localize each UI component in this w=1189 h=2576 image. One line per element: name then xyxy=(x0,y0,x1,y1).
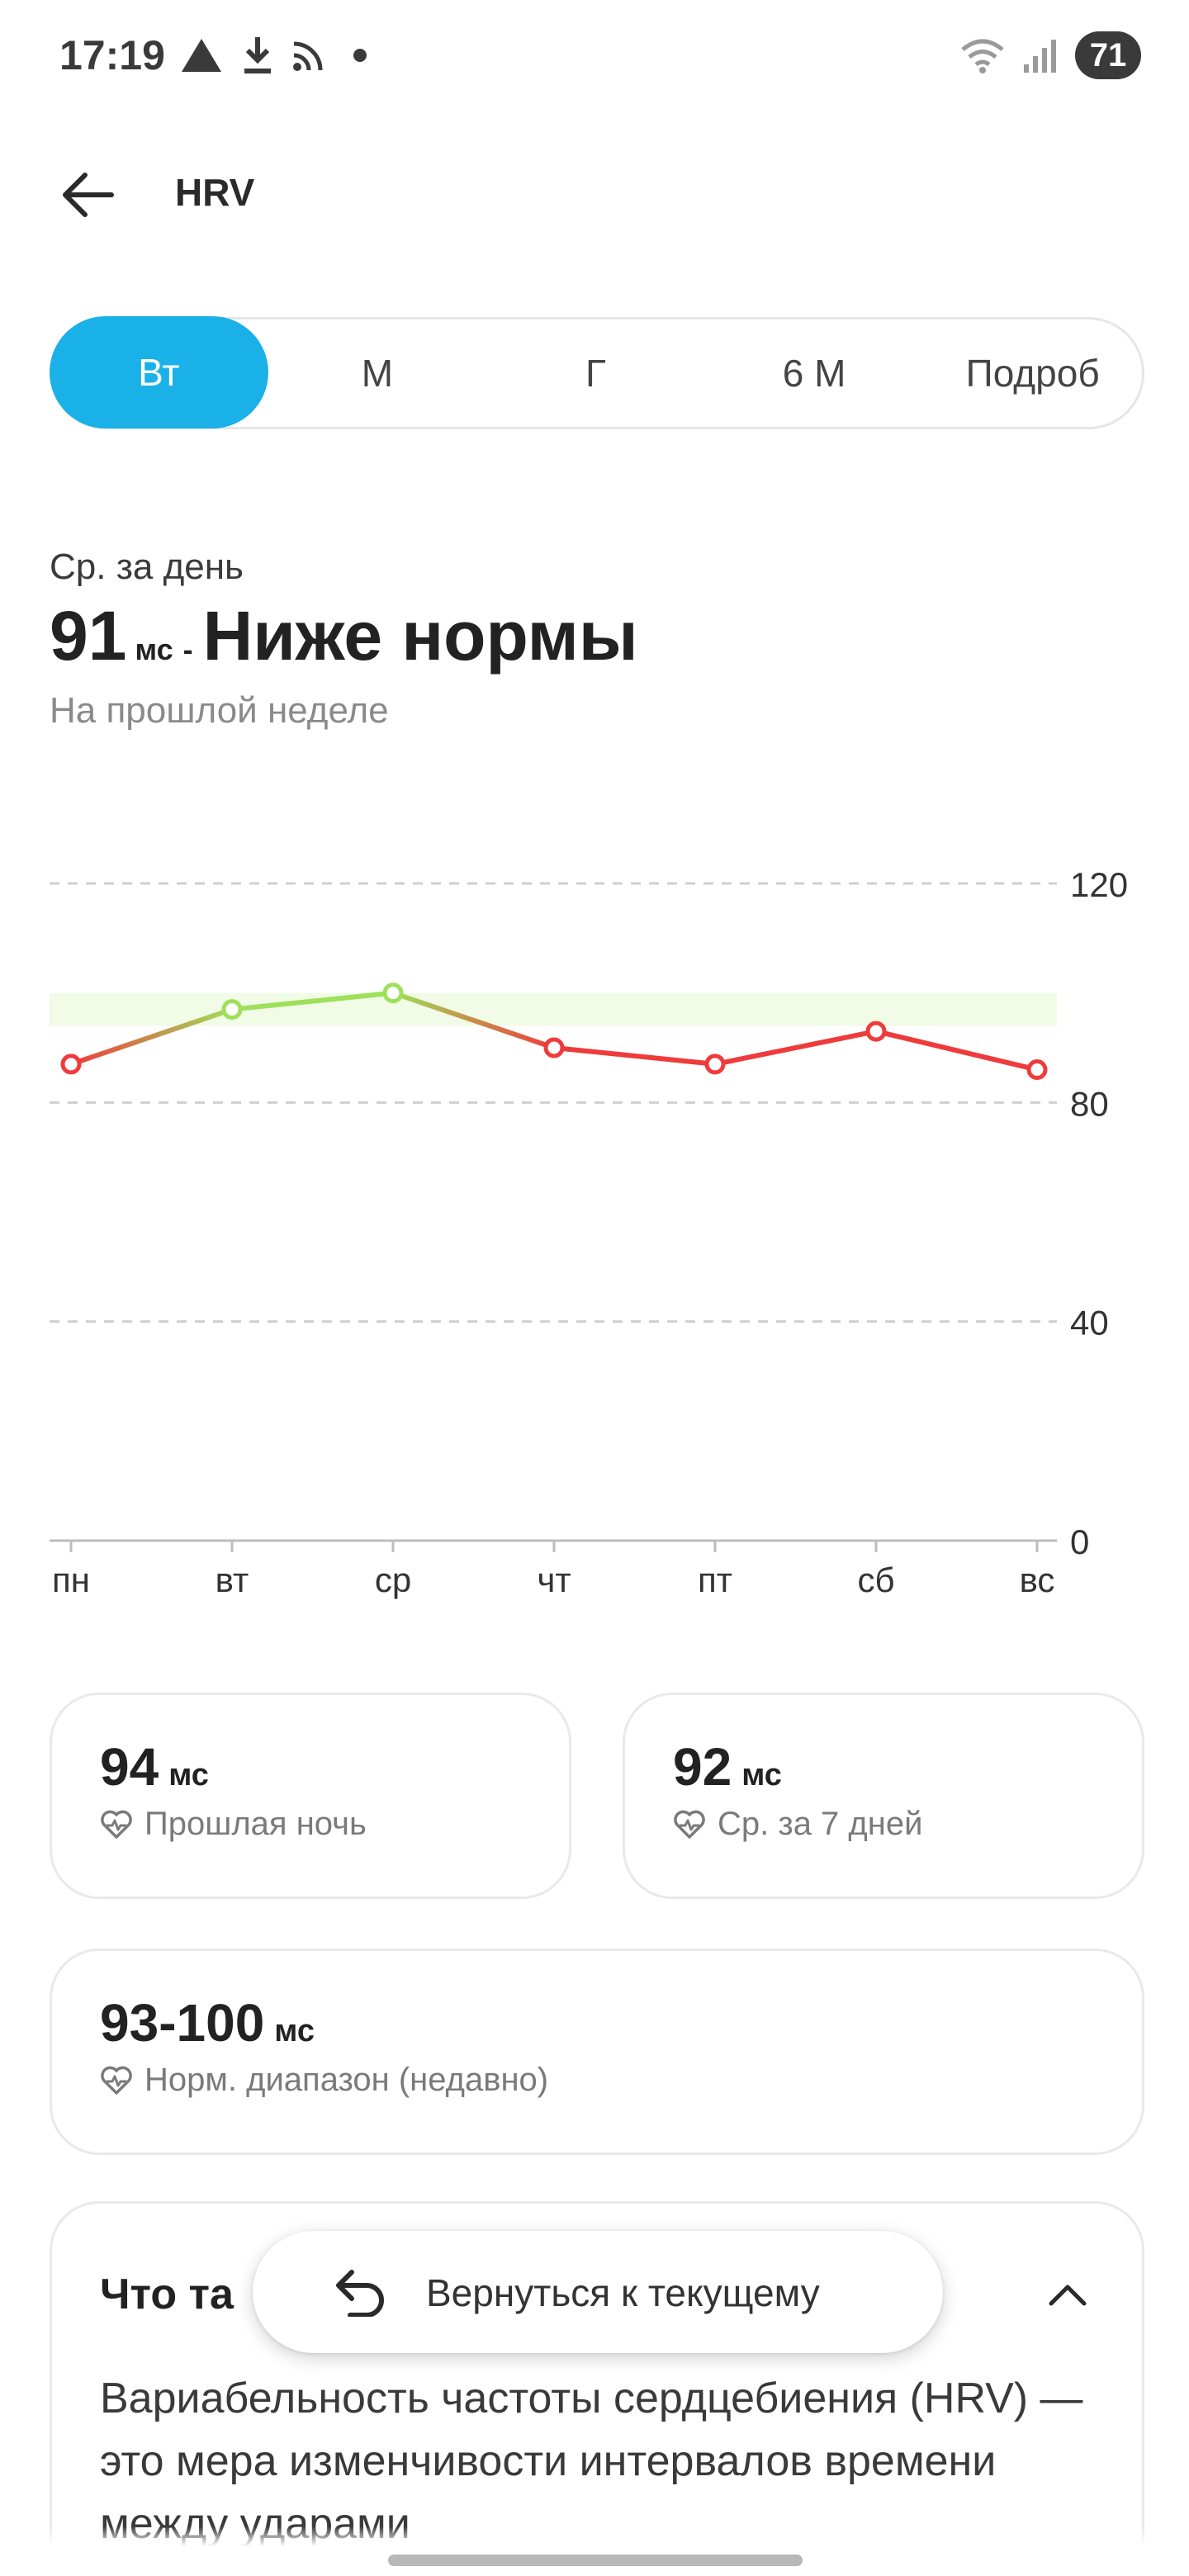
tab-week[interactable]: Вт xyxy=(50,315,268,429)
collapse-button[interactable] xyxy=(1043,2270,1092,2319)
tab-year[interactable]: Г xyxy=(585,352,606,395)
signal-icon xyxy=(1024,40,1056,73)
summary-status: Ниже нормы xyxy=(202,597,638,675)
y-tick-label: 40 xyxy=(1070,1304,1109,1342)
page-title: HRV xyxy=(175,171,255,214)
undo-icon xyxy=(336,2270,384,2317)
series-line-segment xyxy=(552,1045,718,1067)
data-point xyxy=(1026,1059,1048,1081)
heart-pulse-icon xyxy=(101,1810,132,1839)
tab-6-months[interactable]: 6 М xyxy=(782,352,846,395)
x-tick-label: чт xyxy=(537,1560,571,1599)
data-point xyxy=(865,1020,887,1042)
series-line-segment xyxy=(69,1006,234,1067)
data-point xyxy=(60,1054,82,1075)
cast-icon xyxy=(293,41,323,71)
stat-card-normal-range[interactable]: 93-100 мс Норм. диапазон (недавно) xyxy=(50,1949,1144,2155)
data-point xyxy=(704,1054,726,1075)
period-tabs: Вт М Г 6 М Подроб xyxy=(50,315,1144,429)
stat-card-last-night[interactable]: 94 мс Прошлая ночь xyxy=(50,1693,571,1899)
dot-icon xyxy=(353,49,367,62)
y-tick-label: 0 xyxy=(1070,1522,1089,1561)
info-title: Что та xyxy=(100,2271,234,2318)
return-button-label: Вернуться к текущему xyxy=(426,2271,820,2314)
summary-headline: 91 мс - Ниже нормы xyxy=(50,596,638,676)
data-point xyxy=(221,999,243,1020)
card-label: Норм. диапазон (недавно) xyxy=(144,2062,549,2098)
series-line-segment xyxy=(230,990,396,1012)
card-value: 92 xyxy=(673,1737,732,1797)
card-label: Прошлая ночь xyxy=(144,1806,367,1842)
card-value: 94 xyxy=(100,1737,159,1797)
x-tick-label: вс xyxy=(1020,1560,1055,1599)
nav-bar-area xyxy=(0,2526,1189,2576)
data-point xyxy=(382,983,404,1004)
summary-value: 91 xyxy=(50,597,127,675)
series-line-segment xyxy=(391,990,557,1050)
info-text: Вариабельность частоты сердцебиения (HRV… xyxy=(100,2375,1083,2548)
stat-card-7-day-avg[interactable]: 92 мс Ср. за 7 дней xyxy=(623,1693,1144,1899)
x-tick-label: сб xyxy=(857,1560,894,1599)
summary-label: Ср. за день xyxy=(50,547,244,587)
summary-separator: - xyxy=(182,632,193,666)
x-tick-label: пт xyxy=(698,1560,732,1599)
return-to-current-button[interactable]: Вернуться к текущему xyxy=(253,2231,943,2353)
x-tick-label: пн xyxy=(52,1560,90,1599)
heart-pulse-icon xyxy=(674,1810,705,1839)
card-unit: мс xyxy=(168,1758,209,1792)
y-tick-label: 120 xyxy=(1070,865,1128,904)
hrv-line-chart[interactable]: 120 80 40 0 пн вт ср чт пт сб вс xyxy=(0,826,1189,1635)
data-point xyxy=(543,1037,565,1058)
back-button[interactable] xyxy=(54,162,121,228)
tab-month[interactable]: М xyxy=(361,352,394,395)
x-tick-label: вт xyxy=(216,1560,249,1599)
download-icon xyxy=(244,37,271,73)
info-card-what-is-hrv: Что та Вариабельность частоты сердцебиен… xyxy=(50,2201,1144,2576)
chevron-up-icon xyxy=(1049,2285,1087,2306)
wifi-icon xyxy=(961,39,1004,73)
status-time: 17:19 xyxy=(59,32,165,78)
card-unit: мс xyxy=(741,1758,782,1792)
home-indicator[interactable] xyxy=(388,2555,803,2566)
x-tick-label: ср xyxy=(375,1560,411,1599)
battery-icon: 71 xyxy=(1075,31,1141,79)
card-value: 93-100 xyxy=(100,1993,265,2053)
arrow-left-icon xyxy=(63,173,114,217)
normal-range-band xyxy=(50,992,1057,1026)
warning-triangle-icon xyxy=(182,39,221,72)
summary-subtitle: На прошлой неделе xyxy=(50,690,389,731)
card-label: Ср. за 7 дней xyxy=(718,1806,923,1842)
y-tick-label: 80 xyxy=(1070,1084,1109,1123)
series-line-segment xyxy=(713,1029,879,1067)
card-unit: мс xyxy=(274,2014,315,2048)
summary-unit: мс xyxy=(135,632,173,666)
heart-pulse-icon xyxy=(101,2066,132,2095)
series-line-segment xyxy=(874,1029,1040,1073)
tab-details[interactable]: Подроб xyxy=(965,352,1100,395)
status-bar: 17:19 71 xyxy=(0,0,1189,116)
status-icons xyxy=(180,35,377,76)
